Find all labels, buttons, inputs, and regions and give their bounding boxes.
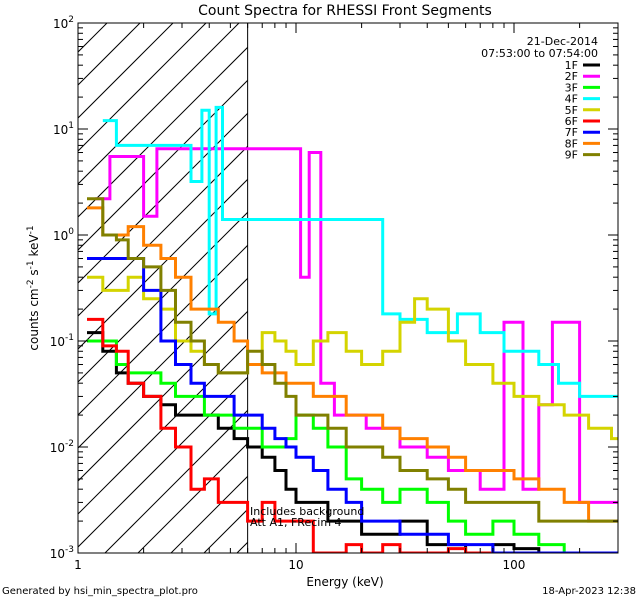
axis-ticks: 1 10 100 10-3 10-2 10-1 100 101 102 [50,15,619,572]
legend-label-8f: 8F [565,137,578,150]
y-tick-label: 100 [53,227,74,243]
hatch-line [402,0,640,553]
y-tick-label: 10-1 [50,333,74,349]
legend-label-3f: 3F [565,81,578,94]
y-tick-label: 102 [53,15,74,31]
hatch-line [78,112,248,284]
series-7f [87,257,618,553]
x-tick-label: 10 [288,558,303,572]
hatch-line [78,376,248,548]
hatch-line [78,310,248,482]
y-axis-label: counts cm-2 s-1 keV-1 [26,225,41,350]
hatch-line [633,0,640,553]
chart-time-range: 07:53:00 to 07:54:00 [481,47,598,60]
hatch-line [104,409,248,553]
hatch-line [534,0,640,553]
series-3f [87,339,618,553]
legend-label-4f: 4F [565,93,578,106]
series-6f [87,317,618,553]
legend-label-2f: 2F [565,70,578,83]
hatch-line [78,145,248,317]
hatch-line [137,442,248,553]
plot-frame [77,22,619,554]
y-tick-label: 10-2 [50,439,74,455]
y-tick-label: 101 [53,121,74,137]
legend-label-5f: 5F [565,104,578,117]
hatch-line [78,211,248,383]
series-9f [87,197,618,523]
annotation-attenuator: Att A1, FRecim 4 [250,516,342,529]
y-label-exp3: -1 [26,225,36,234]
hatch-line [78,46,248,218]
series-layer [87,105,618,553]
legend-label-6f: 6F [565,115,578,128]
annotation-background: Includes background [250,505,364,518]
hatch-line [600,0,640,553]
x-tick-label: 1 [74,558,82,572]
chart-date: 21-Dec-2014 [527,35,598,48]
hatch-line [78,23,174,119]
y-label-mid: s [27,269,41,279]
legend-label-1f: 1F [565,59,578,72]
chart-title: Count Spectra for RHESSI Front Segments [198,3,492,19]
y-label-exp1: -2 [26,279,36,288]
hatch-line [78,23,240,185]
hatch-line [78,23,207,152]
series-2f [95,147,618,504]
legend-label-7f: 7F [565,126,578,139]
generator-credit: Generated by hsi_min_spectra_plot.pro [2,586,198,597]
hatch-line [78,23,141,86]
y-tick-label: 10-3 [50,545,74,561]
excluded-energy-hatch [78,0,640,553]
hatch-line [78,343,248,515]
hatch-line [78,178,248,350]
series-8f [87,206,618,523]
y-label-base: counts cm [27,288,41,350]
legend-label-9f: 9F [565,149,578,162]
x-tick-label: 100 [503,558,526,572]
y-label-tail: keV [27,234,41,261]
x-axis-label: Energy (keV) [306,575,383,589]
generated-timestamp: 18-Apr-2023 12:38 [542,586,636,597]
hatch-line [78,244,248,416]
y-label-exp2: -1 [26,260,36,269]
